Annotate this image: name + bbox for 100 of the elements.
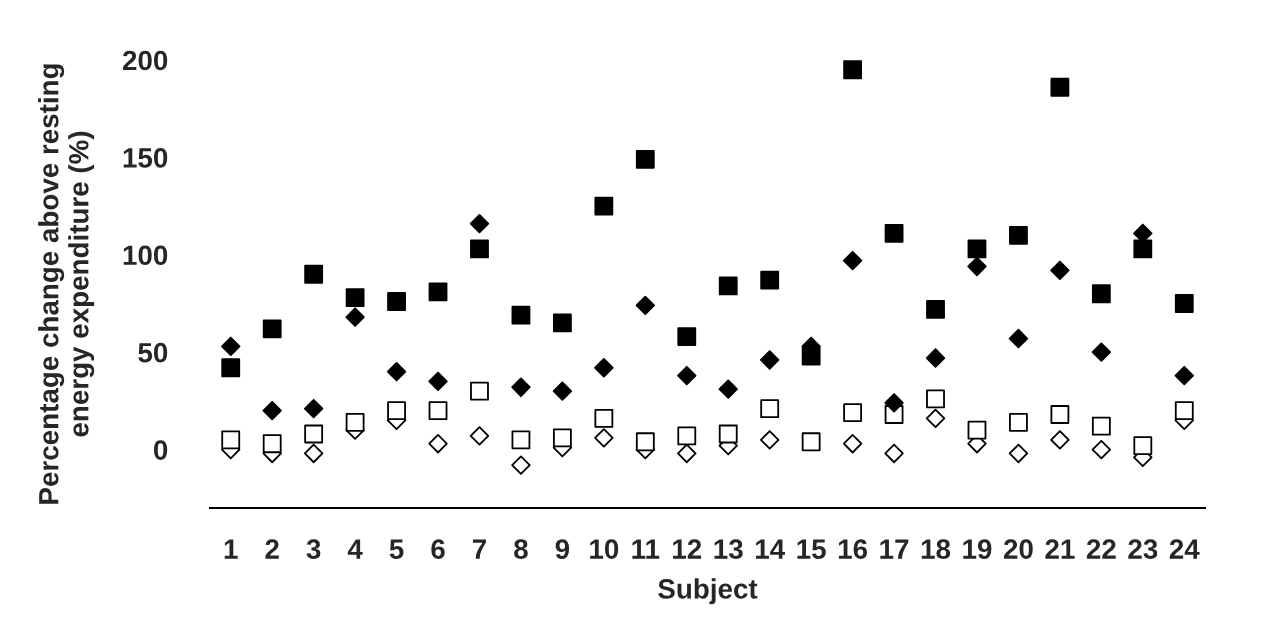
point (1091, 416, 1111, 436)
point (635, 149, 655, 169)
x-tick-label: 16 (838, 539, 868, 559)
point (842, 434, 863, 454)
y-tick-label: 100 (123, 245, 168, 266)
point (387, 292, 406, 311)
x-axis-title: Subject (658, 578, 758, 605)
x-tick-label: 13 (714, 539, 743, 559)
point (428, 282, 448, 302)
point (759, 350, 780, 370)
point (594, 358, 614, 378)
point (428, 371, 448, 392)
y-tick-label: 0 (153, 440, 168, 460)
point (1174, 401, 1194, 421)
point (511, 455, 531, 475)
point (677, 443, 697, 464)
point (594, 428, 614, 448)
point (1009, 225, 1028, 245)
point (594, 408, 614, 428)
point (511, 377, 531, 397)
x-tick-label: 22 (1086, 539, 1116, 559)
x-tick-label: 21 (1045, 539, 1075, 559)
point (926, 299, 945, 319)
point (1091, 439, 1112, 460)
x-tick-label: 20 (1003, 539, 1033, 559)
point (884, 393, 904, 413)
point (511, 430, 531, 450)
point (303, 443, 324, 464)
point (387, 401, 406, 421)
y-axis-title: Percentage change above resting energy expenditure (%) (38, 64, 95, 504)
point (221, 358, 241, 378)
point (469, 213, 490, 234)
point (677, 426, 697, 446)
x-tick-label: 24 (1169, 539, 1200, 559)
point (552, 381, 573, 401)
point (1091, 284, 1111, 304)
x-tick-label: 19 (963, 539, 992, 559)
point (594, 196, 614, 216)
point (1050, 77, 1070, 97)
point (303, 398, 324, 419)
point (345, 288, 365, 308)
point (304, 424, 324, 444)
point (470, 381, 489, 401)
x-tick-label: 7 (472, 539, 486, 559)
point (760, 399, 780, 419)
point (884, 223, 904, 243)
point (1050, 260, 1070, 281)
point (262, 319, 282, 339)
point (1133, 239, 1153, 259)
point (345, 412, 365, 432)
point (718, 276, 738, 296)
point (552, 428, 572, 448)
point (304, 264, 324, 284)
point (428, 434, 448, 454)
x-tick-label: 23 (1128, 539, 1158, 559)
point (469, 426, 490, 446)
point (221, 336, 241, 357)
point (345, 307, 365, 327)
point (843, 60, 863, 80)
point (386, 361, 407, 382)
point (635, 432, 655, 452)
x-tick-label: 9 (555, 539, 570, 559)
x-tick-label: 8 (514, 539, 528, 559)
point (1174, 294, 1194, 313)
point (759, 430, 780, 450)
point (967, 239, 987, 259)
x-tick-label: 15 (797, 539, 826, 559)
point (967, 420, 987, 440)
y-tick-label: 50 (138, 342, 168, 363)
point (801, 432, 821, 452)
x-tick-label: 17 (880, 539, 909, 559)
x-tick-label: 6 (431, 539, 445, 559)
point (842, 250, 863, 271)
x-tick-label: 4 (347, 539, 363, 559)
x-tick-label: 5 (389, 539, 404, 559)
point (511, 305, 531, 325)
point (1008, 328, 1029, 349)
x-tick-label: 18 (921, 539, 951, 559)
point (1133, 436, 1153, 456)
x-tick-label: 2 (265, 539, 279, 559)
point (967, 256, 987, 277)
point (635, 295, 656, 316)
point (801, 346, 821, 366)
x-tick-label: 14 (755, 539, 785, 559)
x-tick-label: 11 (632, 539, 660, 559)
point (718, 379, 738, 399)
point (677, 327, 697, 347)
point (926, 389, 945, 409)
point (1008, 443, 1029, 464)
point (262, 400, 282, 421)
x-tick-label: 1 (224, 539, 238, 559)
x-tick-label: 12 (673, 539, 702, 559)
x-tick-label: 10 (590, 539, 619, 559)
point (1050, 405, 1070, 424)
point (718, 424, 738, 444)
point (760, 270, 780, 290)
point (925, 408, 946, 429)
point (470, 239, 489, 259)
x-tick-label: 3 (306, 539, 321, 559)
point (1091, 342, 1112, 362)
